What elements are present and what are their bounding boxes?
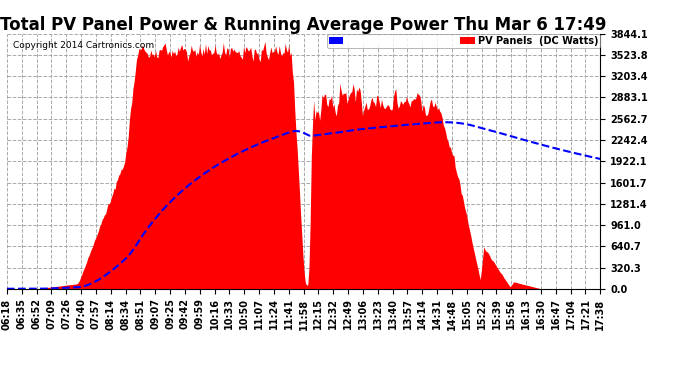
Text: Copyright 2014 Cartronics.com: Copyright 2014 Cartronics.com bbox=[13, 41, 154, 50]
Legend: Average  (DC Watts), PV Panels  (DC Watts): Average (DC Watts), PV Panels (DC Watts) bbox=[326, 34, 600, 48]
Title: Total PV Panel Power & Running Average Power Thu Mar 6 17:49: Total PV Panel Power & Running Average P… bbox=[1, 16, 607, 34]
